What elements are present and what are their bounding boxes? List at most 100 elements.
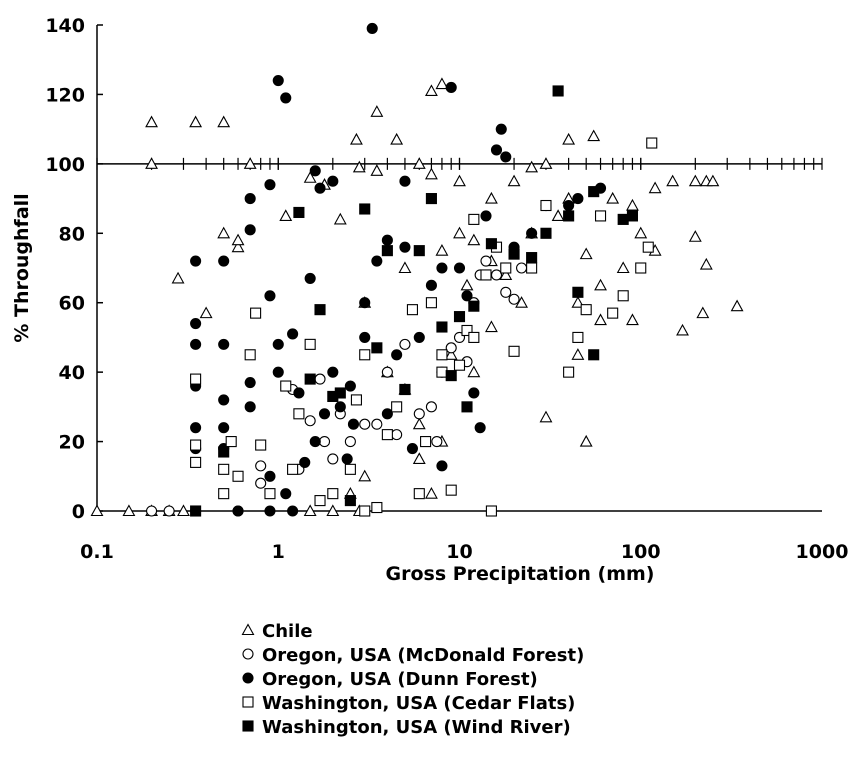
data-point xyxy=(435,77,449,90)
data-point xyxy=(467,365,481,378)
data-point xyxy=(190,373,202,385)
data-point xyxy=(163,505,175,517)
y-tick-label: 140 xyxy=(45,15,85,37)
data-point xyxy=(189,115,203,128)
x-axis-title: Gross Precipitation (mm) xyxy=(386,563,655,585)
data-point xyxy=(326,504,340,517)
data-point xyxy=(370,164,384,176)
data-point xyxy=(280,380,292,392)
data-point xyxy=(218,488,230,500)
data-point xyxy=(344,463,356,475)
data-point xyxy=(499,268,513,280)
data-point xyxy=(344,436,356,448)
data-point xyxy=(341,453,353,465)
data-point xyxy=(314,304,326,316)
data-point xyxy=(413,488,425,500)
data-point xyxy=(190,338,202,350)
data-point xyxy=(444,348,458,360)
data-point xyxy=(304,415,316,427)
data-point xyxy=(525,160,539,173)
data-point xyxy=(391,349,403,361)
data-point xyxy=(508,248,520,260)
data-point xyxy=(399,338,411,350)
data-point xyxy=(244,224,256,236)
data-point xyxy=(468,387,480,399)
y-tick-label: 120 xyxy=(45,84,85,106)
data-point xyxy=(436,262,448,274)
data-point xyxy=(572,193,584,205)
data-point xyxy=(190,422,202,434)
data-point xyxy=(390,132,404,145)
data-point xyxy=(616,261,630,274)
data-point xyxy=(287,505,299,517)
data-point xyxy=(563,210,575,222)
data-point xyxy=(272,74,284,87)
data-point xyxy=(485,238,497,250)
data-point xyxy=(359,297,371,309)
data-point xyxy=(461,401,473,413)
data-point xyxy=(314,182,326,194)
data-point xyxy=(359,505,371,517)
data-point xyxy=(495,123,507,135)
legend-label: Washington, USA (Cedar Flats) xyxy=(262,693,575,714)
data-point xyxy=(552,85,564,97)
data-point xyxy=(490,144,503,156)
data-point xyxy=(366,22,378,35)
data-point xyxy=(666,174,680,187)
data-point xyxy=(190,505,202,517)
data-point xyxy=(264,505,276,517)
y-tick-label: 60 xyxy=(59,293,85,315)
data-point xyxy=(453,311,466,323)
y-axis-title: % Throughfall xyxy=(11,193,33,342)
data-point xyxy=(445,370,457,382)
data-point xyxy=(424,487,438,499)
data-point xyxy=(381,245,393,257)
data-point xyxy=(626,210,639,222)
data-point xyxy=(572,331,584,343)
legend-marker xyxy=(242,672,254,684)
data-point xyxy=(425,279,437,291)
data-point xyxy=(626,198,639,211)
data-point xyxy=(250,307,262,319)
data-point xyxy=(406,304,418,316)
data-point xyxy=(468,331,480,343)
data-point xyxy=(171,271,185,284)
data-point xyxy=(461,290,473,302)
data-point xyxy=(406,442,418,455)
data-point xyxy=(255,477,267,489)
data-point xyxy=(190,439,202,451)
data-point xyxy=(412,157,426,169)
data-point xyxy=(359,203,371,215)
data-point xyxy=(634,226,648,239)
data-point xyxy=(526,252,538,264)
data-point xyxy=(391,429,403,441)
data-point xyxy=(435,244,449,256)
data-point xyxy=(371,342,383,354)
data-point xyxy=(255,439,267,451)
data-point xyxy=(424,167,438,180)
data-point xyxy=(272,366,284,378)
data-point xyxy=(304,373,316,385)
data-point xyxy=(508,345,520,357)
data-point xyxy=(272,338,284,350)
data-point xyxy=(190,456,202,468)
data-point xyxy=(646,137,658,149)
data-point xyxy=(563,366,575,378)
data-point xyxy=(327,175,339,187)
data-point xyxy=(218,463,230,475)
data-point xyxy=(231,233,245,246)
data-point xyxy=(218,446,230,458)
data-point xyxy=(218,338,230,350)
data-point xyxy=(480,210,492,222)
data-point xyxy=(706,174,720,187)
data-point xyxy=(334,401,346,413)
data-point xyxy=(484,320,498,333)
data-point xyxy=(507,174,521,187)
legend-label: Washington, USA (Wind River) xyxy=(262,717,571,738)
data-point xyxy=(244,193,256,205)
data-point xyxy=(217,226,231,239)
x-tick-label: 100 xyxy=(621,541,661,563)
data-point xyxy=(381,408,393,420)
data-point xyxy=(190,317,202,330)
data-point xyxy=(303,504,317,517)
